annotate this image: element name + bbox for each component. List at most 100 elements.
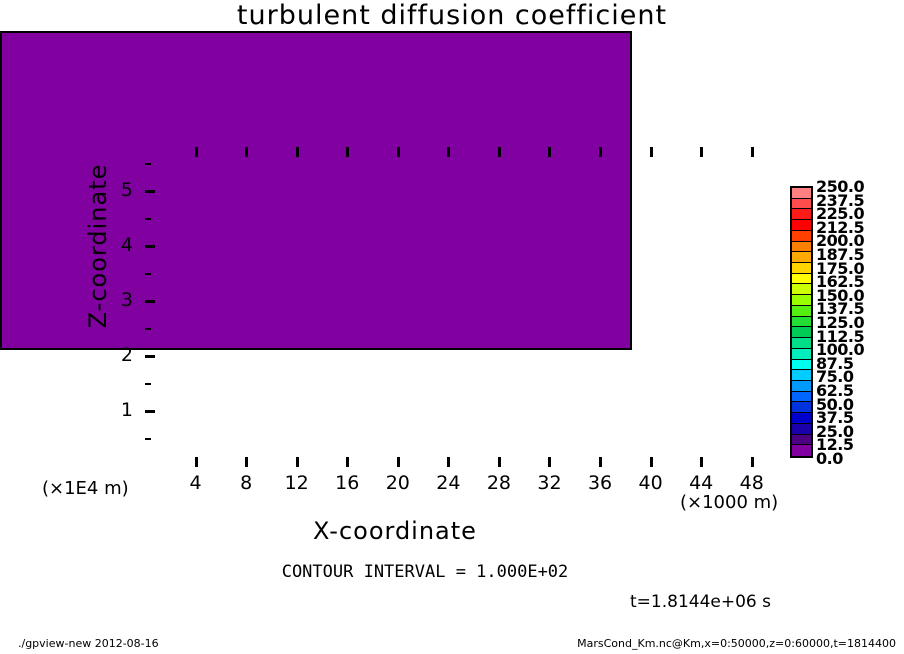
x-tick-mark (194, 457, 198, 467)
y-minor-tick (145, 272, 151, 275)
y-axis-unit: (×1E4 m) (42, 478, 129, 499)
colorbar-tick-label: 37.5 (816, 408, 854, 428)
colorbar-swatch (792, 423, 811, 435)
colorbar-swatch (792, 413, 811, 424)
x-tick-mark (750, 457, 754, 467)
y-tick-mark (145, 245, 155, 248)
colorbar-tick-label: 50.0 (816, 394, 854, 414)
colorbar-swatch (792, 188, 811, 199)
x-tick-mark (346, 457, 350, 467)
x-tick-label: 16 (335, 472, 360, 494)
x-tick-mark (497, 457, 501, 467)
x-tick-mark-top (548, 147, 552, 157)
colorbar-tick-label: 0.0 (816, 449, 843, 468)
colorbar-swatch (792, 284, 811, 296)
x-tick-label: 8 (240, 472, 253, 494)
x-tick-label: 28 (486, 472, 511, 494)
colorbar-tick-label: 200.0 (816, 231, 865, 251)
x-tick-mark (700, 457, 704, 467)
x-tick-mark-top (295, 147, 299, 157)
x-tick-mark-top (497, 147, 501, 157)
y-tick-mark (145, 190, 155, 193)
x-tick-mark (245, 457, 249, 467)
colorbar-tick-label: 125.0 (816, 313, 865, 332)
colorbar-swatch (792, 445, 811, 456)
colorbar-tick-label: 150.0 (816, 285, 865, 305)
footer-command: ./gpview-new 2012-08-16 (18, 637, 159, 650)
x-tick-label: 44 (689, 472, 714, 494)
colorbar-swatch (792, 434, 811, 446)
colorbar-swatch (792, 327, 811, 339)
x-tick-mark-top (447, 147, 451, 157)
contour-plot-area (0, 31, 632, 350)
colorbar-swatch (792, 273, 811, 285)
x-axis-label: X-coordinate (313, 517, 477, 545)
colorbar-tick-label: 162.5 (816, 272, 865, 292)
y-minor-tick (145, 217, 151, 220)
colorbar-tick-label: 87.5 (816, 353, 854, 373)
colorbar-tick-label: 175.0 (816, 258, 865, 278)
y-tick-mark (145, 300, 155, 303)
x-tick-label: 32 (537, 472, 562, 494)
y-tick-label: 3 (120, 289, 133, 311)
colorbar-swatch (792, 241, 811, 253)
colorbar-swatch (792, 209, 811, 221)
y-tick-label: 1 (120, 399, 133, 421)
x-tick-label: 48 (739, 472, 764, 494)
colorbar-tick-label: 112.5 (816, 326, 865, 346)
x-tick-mark (649, 457, 653, 467)
x-tick-mark-top (649, 147, 653, 157)
colorbar-tick-label: 100.0 (816, 340, 865, 360)
x-tick-label: 20 (385, 472, 410, 494)
y-tick-mark (145, 410, 155, 413)
x-tick-label: 40 (638, 472, 663, 494)
colorbar-swatch (792, 305, 811, 317)
x-tick-mark-top (245, 147, 249, 157)
y-tick-label: 4 (120, 234, 133, 256)
contour-interval-note: CONTOUR INTERVAL = 1.000E+02 (281, 562, 569, 582)
colorbar-swatch (792, 252, 811, 264)
colorbar-swatch (792, 380, 811, 392)
page-title: turbulent diffusion coefficient (236, 0, 668, 31)
colorbar-tick-label: 75.0 (816, 367, 854, 387)
x-tick-mark (396, 457, 400, 467)
colorbar-tick-label: 225.0 (816, 204, 865, 224)
x-tick-mark (548, 457, 552, 467)
colorbar-swatch (792, 348, 811, 360)
x-tick-mark-top (346, 147, 350, 157)
colorbar-tick-label: 250.0 (816, 177, 865, 196)
colorbar-swatch (792, 370, 811, 381)
y-minor-tick (145, 382, 151, 385)
footer-source: MarsCond_Km.nc@Km,x=0:50000,z=0:60000,t=… (577, 637, 896, 650)
colorbar-swatch (792, 295, 811, 306)
colorbar (790, 186, 813, 458)
colorbar-swatch (792, 402, 811, 414)
colorbar-tick-label: 62.5 (816, 381, 854, 400)
colorbar-tick-label: 187.5 (816, 245, 865, 264)
x-tick-label: 24 (436, 472, 461, 494)
y-tick-label: 5 (120, 179, 133, 201)
colorbar-swatch (792, 263, 811, 274)
x-tick-mark-top (750, 147, 754, 157)
x-tick-mark (599, 457, 603, 467)
y-minor-tick (145, 162, 151, 165)
x-tick-mark-top (396, 147, 400, 157)
x-tick-mark-top (194, 147, 198, 157)
colorbar-tick-label: 12.5 (816, 435, 854, 455)
colorbar-tick-label: 212.5 (816, 217, 865, 237)
x-tick-mark-top (700, 147, 704, 157)
x-axis-unit: (×1000 m) (680, 492, 779, 513)
colorbar-swatch (792, 316, 811, 328)
y-tick-mark (145, 355, 155, 358)
x-tick-mark (447, 457, 451, 467)
colorbar-swatch (792, 391, 811, 403)
y-axis-label: Z-coordinate (84, 163, 112, 329)
colorbar-tick-label: 237.5 (816, 190, 865, 210)
y-tick-label: 2 (120, 344, 133, 366)
colorbar-swatch (792, 338, 811, 349)
x-tick-mark (295, 457, 299, 467)
colorbar-swatch (792, 359, 811, 371)
x-tick-label: 12 (284, 472, 309, 494)
colorbar-tick-label: 25.0 (816, 421, 854, 441)
x-tick-mark-top (599, 147, 603, 157)
